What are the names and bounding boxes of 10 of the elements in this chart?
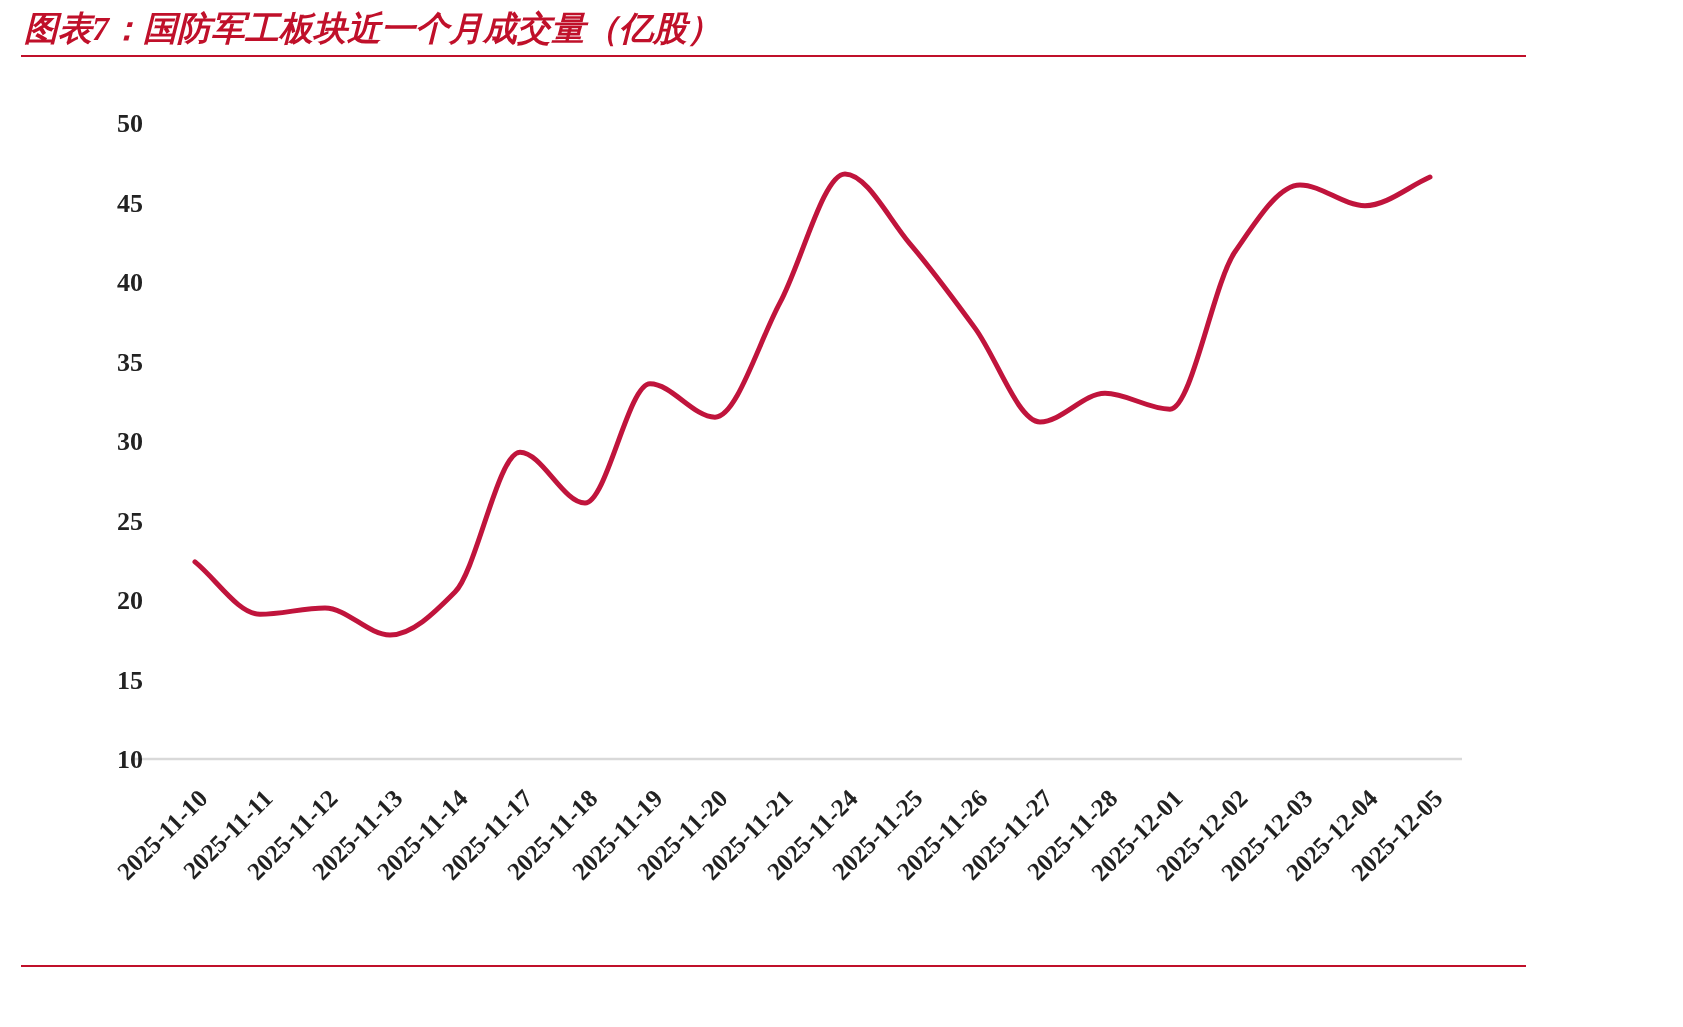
y-tick-label: 25 <box>117 506 143 536</box>
y-tick-label: 35 <box>117 347 143 377</box>
y-tick-label: 15 <box>117 665 143 695</box>
y-tick-label: 10 <box>117 745 143 774</box>
y-tick-label: 30 <box>117 427 143 456</box>
y-tick-label: 45 <box>117 188 143 218</box>
chart-title: 图表7：国防军工板块近一个月成交量（亿股） <box>24 10 721 47</box>
y-tick-label: 20 <box>117 586 143 615</box>
y-tick-label: 40 <box>117 268 143 297</box>
y-tick-label: 50 <box>117 109 143 138</box>
